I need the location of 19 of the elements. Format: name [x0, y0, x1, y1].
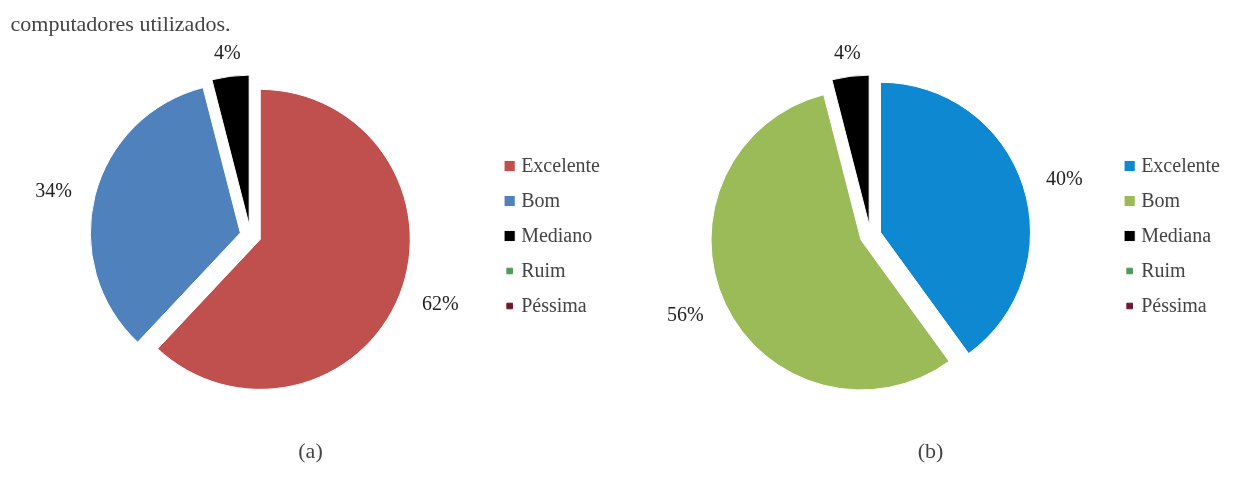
legend-label: Péssima: [521, 293, 587, 317]
legend-label: Ruim: [1141, 258, 1186, 282]
data-label: 40%: [1045, 167, 1083, 190]
data-label: 56%: [666, 303, 704, 326]
data-label: 34%: [35, 178, 72, 201]
legend-label: Excelente: [1141, 153, 1220, 177]
data-label: 4%: [214, 41, 241, 64]
legend-label: Mediano: [521, 223, 593, 247]
legend-label: Ruim: [521, 258, 566, 282]
data-label: 4%: [834, 41, 861, 64]
text: (b): [917, 437, 944, 463]
legend-label: Péssima: [1141, 293, 1207, 317]
text: computadores utilizados.: [10, 10, 231, 36]
legend-label: Mediana: [1141, 223, 1212, 247]
legend-label: Excelente: [521, 153, 600, 177]
data-label: 62%: [422, 292, 459, 315]
text: (a): [298, 437, 323, 463]
legend-label: Bom: [1141, 188, 1181, 212]
legend-label: Bom: [521, 188, 561, 212]
